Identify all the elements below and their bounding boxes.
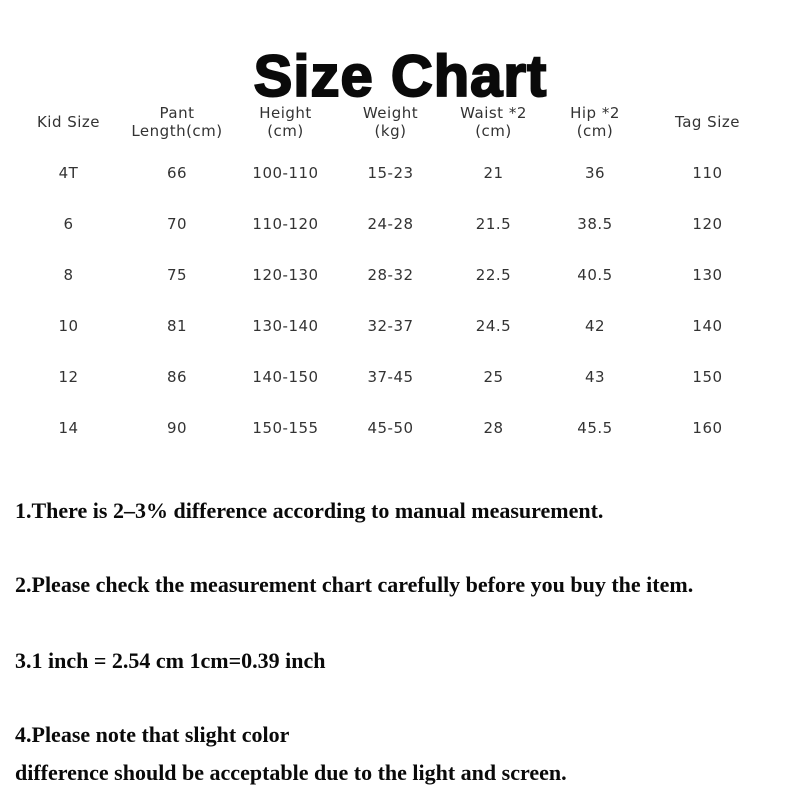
- table-cell: 36: [584, 163, 606, 182]
- note-text: 4.Please note that slight color: [15, 722, 290, 747]
- table-cell: 100-110: [252, 163, 319, 182]
- column-header-waist: Waist *2 (cm): [442, 96, 545, 147]
- header-line: (kg): [374, 121, 407, 140]
- header-line: (cm): [475, 121, 512, 140]
- table-cell: 140-150: [252, 367, 319, 386]
- table-cell: 40.5: [577, 265, 613, 284]
- table-cell: 14: [58, 418, 79, 437]
- note-unit-conversion: 3.1 inch = 2.54 cm 1cm=0.39 inch: [15, 642, 795, 680]
- note-text: 3.1 inch = 2.54 cm 1cm=0.39 inch: [15, 648, 326, 673]
- column-header-pant-length: Pant Length(cm): [122, 96, 232, 147]
- header-line: Waist *2: [460, 103, 527, 122]
- header-line: Kid Size: [36, 112, 101, 131]
- size-chart-table: Kid Size Pant Length(cm) Height (cm) Wei…: [15, 96, 770, 453]
- table-cell: 150: [692, 367, 723, 386]
- table-cell: 90: [166, 418, 188, 437]
- header-line: Weight: [362, 103, 419, 122]
- table-cell: 24-28: [367, 214, 414, 233]
- column-header-height: Height (cm): [232, 96, 339, 147]
- table-cell: 45-50: [367, 418, 414, 437]
- table-cell: 120-130: [252, 265, 319, 284]
- table-cell: 140: [692, 316, 723, 335]
- table-cell: 45.5: [577, 418, 613, 437]
- table-cell: 22.5: [475, 265, 512, 284]
- table-cell: 110: [692, 163, 723, 182]
- header-line: (cm): [576, 121, 614, 140]
- table-cell: 86: [166, 367, 188, 386]
- table-cell: 66: [166, 163, 188, 182]
- header-line: Hip *2: [570, 103, 620, 122]
- table-cell: 8: [63, 265, 74, 284]
- table-cell: 28: [483, 418, 504, 437]
- table-cell: 75: [166, 265, 188, 284]
- table-cell: 37-45: [367, 367, 414, 386]
- table-cell: 38.5: [577, 214, 613, 233]
- header-line: Tag Size: [675, 112, 740, 131]
- note-manual-measurement: 1.There is 2–3% difference according to …: [15, 492, 795, 530]
- page-title: Size Chart: [253, 43, 548, 110]
- table-cell: 21.5: [475, 214, 512, 233]
- table-row: 14 90 150-155 45-50 28 45.5 160: [15, 402, 770, 453]
- table-row: 8 75 120-130 28-32 22.5 40.5 130: [15, 249, 770, 300]
- note-check-chart: 2.Please check the measurement chart car…: [15, 566, 795, 604]
- note-text: 1.There is 2–3% difference according to …: [15, 498, 604, 523]
- table-cell: 21: [483, 163, 504, 182]
- table-cell: 160: [692, 418, 723, 437]
- table-cell: 43: [584, 367, 606, 386]
- table-cell: 28-32: [367, 265, 414, 284]
- table-cell: 32-37: [367, 316, 414, 335]
- header-line: Length(cm): [131, 121, 223, 140]
- column-header-weight: Weight (kg): [339, 96, 442, 147]
- table-cell: 24.5: [475, 316, 512, 335]
- table-row: 4T 66 100-110 15-23 21 36 110: [15, 147, 770, 198]
- table-cell: 42: [584, 316, 606, 335]
- note-text: 2.Please check the measurement chart car…: [15, 572, 694, 597]
- table-cell: 150-155: [252, 418, 319, 437]
- table-cell: 120: [692, 214, 723, 233]
- table-cell: 130-140: [252, 316, 319, 335]
- table-cell: 4T: [58, 163, 79, 182]
- column-header-kid-size: Kid Size: [15, 96, 122, 147]
- table-cell: 10: [58, 316, 79, 335]
- header-line: Pant: [159, 103, 195, 122]
- table-row: 12 86 140-150 37-45 25 43 150: [15, 351, 770, 402]
- table-cell: 12: [58, 367, 79, 386]
- note-text: difference should be acceptable due to t…: [15, 760, 567, 785]
- table-header-row: Kid Size Pant Length(cm) Height (cm) Wei…: [15, 96, 770, 147]
- table-cell: 81: [166, 316, 188, 335]
- column-header-hip: Hip *2 (cm): [545, 96, 645, 147]
- header-line: (cm): [267, 121, 304, 140]
- column-header-tag-size: Tag Size: [645, 96, 770, 147]
- table-cell: 110-120: [252, 214, 319, 233]
- header-line: Height: [259, 103, 312, 122]
- table-cell: 130: [692, 265, 723, 284]
- table-cell: 15-23: [367, 163, 414, 182]
- table-cell: 6: [63, 214, 74, 233]
- table-row: 6 70 110-120 24-28 21.5 38.5 120: [15, 198, 770, 249]
- note-color-difference: 4.Please note that slight color differen…: [15, 716, 795, 792]
- table-cell: 25: [483, 367, 504, 386]
- table-cell: 70: [166, 214, 188, 233]
- table-row: 10 81 130-140 32-37 24.5 42 140: [15, 300, 770, 351]
